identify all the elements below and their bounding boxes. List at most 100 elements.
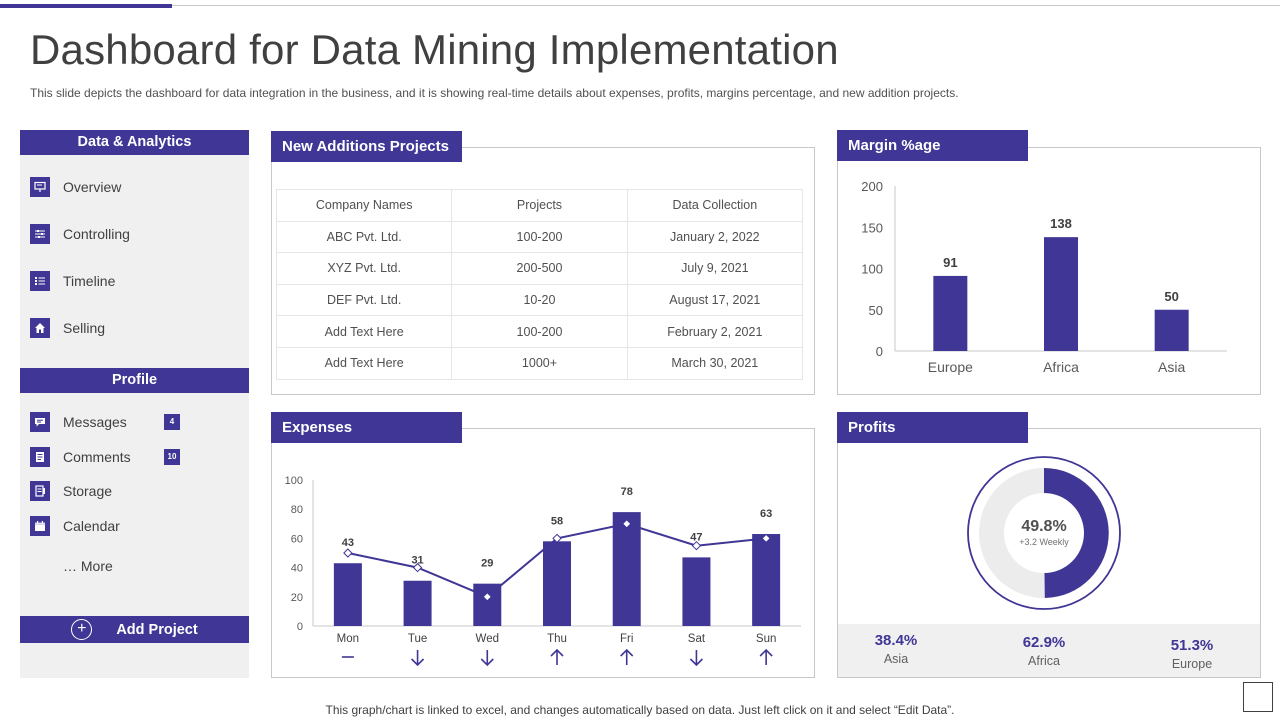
- y-tick-label: 100: [861, 262, 883, 277]
- trend-down-icon: [689, 650, 703, 667]
- x-tick-label: Asia: [1158, 359, 1185, 375]
- bar-value-label: 47: [690, 531, 702, 543]
- x-tick-label: Sun: [756, 633, 776, 645]
- document-icon: [30, 447, 50, 467]
- y-tick-label: 200: [861, 179, 883, 194]
- sidebar-item-storage[interactable]: Storage: [30, 479, 112, 503]
- profit-stat-label: Europe: [1171, 657, 1213, 671]
- margin-chart: 0 50 100 150 200 91 Europe 138 Africa 50 Asia: [861, 179, 1227, 375]
- y-tick-label: 40: [291, 563, 303, 575]
- bar-value-label: 43: [342, 537, 354, 549]
- table-header-cell: Company Names: [275, 189, 453, 222]
- trend-point: [761, 533, 771, 544]
- sidebar-item-label: Messages: [63, 414, 127, 430]
- table-row: ABC Pvt. Ltd. 100-200 January 2, 2022: [275, 220, 804, 254]
- table-cell: ABC Pvt. Ltd.: [275, 220, 453, 254]
- table-header-cell: Projects: [451, 189, 628, 222]
- bar-mon: [333, 563, 362, 626]
- x-tick-label: Thu: [547, 633, 567, 645]
- y-tick-label: 0: [876, 344, 883, 359]
- sidebar-item-label: Storage: [63, 483, 113, 499]
- sidebar-item-selling[interactable]: Selling: [30, 316, 105, 340]
- y-tick-label: 20: [291, 592, 303, 604]
- profit-stat-label: Asia: [883, 652, 909, 666]
- table-header-row: Company Names Projects Data Collection: [275, 189, 804, 222]
- profits-donut: 49.8% +3.2 Weekly: [967, 456, 1121, 610]
- table-row: Add Text Here 100-200 February 2, 2021: [275, 315, 804, 348]
- projects-table: Company Names Projects Data Collection ABC …: [275, 189, 804, 380]
- trend-point: [622, 519, 632, 529]
- margin-header: Margin %age: [837, 130, 1028, 161]
- bar-sun: [752, 534, 781, 626]
- add-project-button[interactable]: + Add Project: [20, 616, 249, 643]
- bar-europe: [933, 275, 968, 351]
- bar-value-label: 78: [621, 486, 633, 498]
- presentation-icon: [30, 177, 50, 197]
- bar-value-label: 31: [411, 555, 423, 567]
- more-link[interactable]: … More: [63, 558, 113, 574]
- sidebar-item-overview[interactable]: Overview: [30, 175, 121, 199]
- profits-stats-strip: [838, 624, 1260, 677]
- sidebar-item-label: Comments: [63, 449, 131, 465]
- y-tick-label: 150: [861, 220, 883, 235]
- table-row: XYZ Pvt. Ltd. 200-500 July 9, 2021: [275, 252, 804, 285]
- profit-stat-value: 38.4%: [874, 632, 918, 649]
- sidebar-item-controlling[interactable]: Controlling: [30, 222, 130, 246]
- sidebar-item-label: Timeline: [63, 273, 116, 289]
- table-cell: 1000+: [451, 346, 628, 380]
- sidebar-item-label: Calendar: [63, 518, 120, 534]
- y-tick-label: 80: [291, 504, 303, 516]
- table-cell: 100-200: [451, 315, 628, 348]
- sidebar-item-label: Controlling: [63, 226, 130, 242]
- message-icon: [30, 412, 50, 432]
- trend-point: [412, 562, 423, 573]
- trend-up-icon: [550, 648, 564, 665]
- sliders-icon: [30, 224, 50, 244]
- y-tick-label: 100: [285, 475, 303, 487]
- table-row: Add Text Here 1000+ March 30, 2021: [275, 346, 804, 380]
- table-header-cell: Data Collection: [626, 189, 804, 222]
- table-cell: January 2, 2022: [626, 220, 804, 254]
- sidebar-item-label: Overview: [63, 179, 122, 195]
- sidebar-item-messages[interactable]: Messages: [30, 410, 127, 434]
- bar-sat: [682, 557, 711, 626]
- bar-value-label: 63: [760, 508, 772, 520]
- x-tick-label: Africa: [1043, 359, 1079, 375]
- profit-stat-value: 62.9%: [1022, 634, 1066, 651]
- bar-asia: [1154, 309, 1189, 351]
- profit-stat-europe: 51.3% Europe: [1132, 637, 1252, 671]
- trend-point: [482, 592, 492, 602]
- add-project-label: Add Project: [116, 621, 198, 638]
- footer-note: This graph/chart is linked to excel, and…: [325, 703, 955, 717]
- table-row: DEF Pvt. Ltd. 10-20 August 17, 2021: [275, 283, 804, 317]
- x-tick-label: Fri: [620, 633, 633, 645]
- bar-thu: [543, 541, 571, 626]
- table-cell: Add Text Here: [275, 315, 453, 348]
- x-tick-label: Tue: [408, 633, 427, 645]
- table-cell: August 17, 2021: [626, 283, 804, 317]
- projects-header: New Additions Projects: [271, 131, 462, 162]
- table-cell: Add Text Here: [275, 346, 453, 380]
- table-cell: XYZ Pvt. Ltd.: [275, 252, 453, 285]
- bar-africa: [1044, 237, 1078, 351]
- corner-box: [1243, 682, 1273, 712]
- sidebar-item-calendar[interactable]: Calendar: [30, 514, 120, 538]
- x-tick-label: Europe: [928, 359, 973, 375]
- donut-hole: [1004, 493, 1084, 573]
- table-cell: DEF Pvt. Ltd.: [275, 283, 453, 317]
- trend-point: [343, 548, 353, 558]
- comments-count-badge: 10: [164, 449, 180, 465]
- sidebar-item-comments[interactable]: Comments: [30, 445, 131, 469]
- table-cell: 100-200: [451, 220, 628, 254]
- sidebar-item-timeline[interactable]: Timeline: [30, 269, 115, 293]
- donut-center-sub: +3.2 Weekly: [1019, 537, 1069, 547]
- page-subtitle: This slide depicts the dashboard for dat…: [30, 86, 959, 100]
- trend-down-icon: [411, 650, 425, 667]
- sidebar-item-label: Selling: [63, 320, 106, 336]
- expenses-header: Expenses: [271, 412, 462, 443]
- profit-stat-africa: 62.9% Africa: [984, 634, 1104, 668]
- bar-value-label: 29: [481, 558, 493, 570]
- bar-value-label: 138: [1050, 216, 1072, 231]
- profit-stat-value: 51.3%: [1170, 637, 1214, 654]
- top-accent-bar: [0, 4, 172, 8]
